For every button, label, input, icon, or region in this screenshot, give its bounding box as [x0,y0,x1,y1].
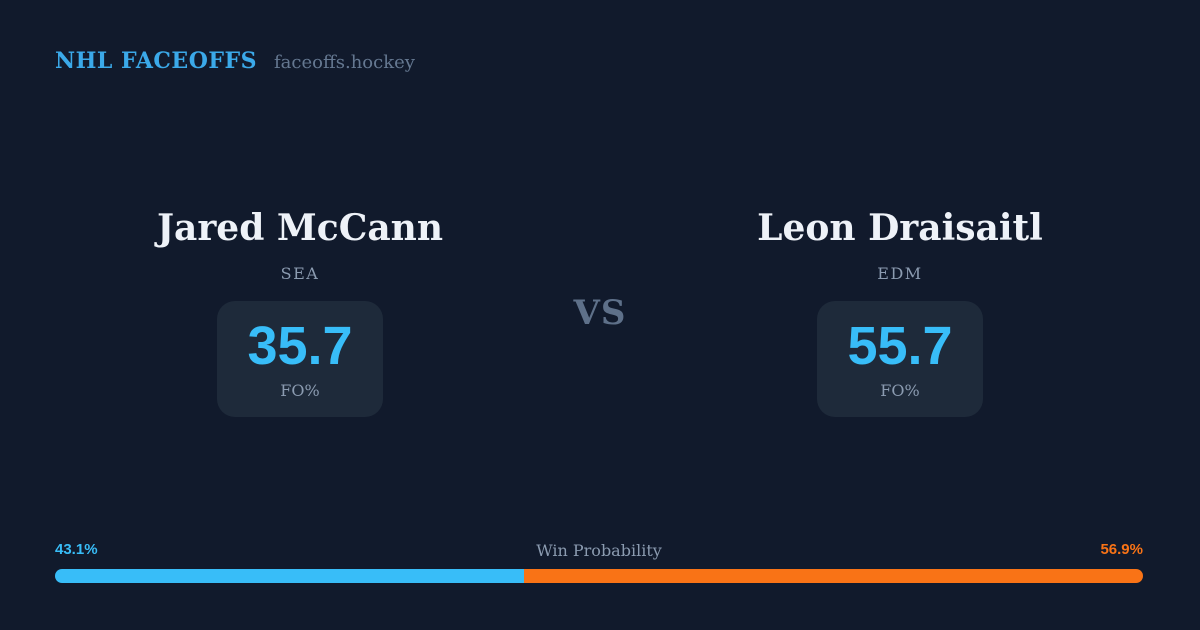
win-pct-right: 56.9% [1100,541,1143,558]
header: NHL FACEOFFS faceoffs.hockey [55,48,415,74]
win-probability-bar [55,569,1143,583]
win-pct-left: 43.1% [55,541,98,558]
win-bar-segment-right [523,569,1143,583]
win-probability-labels: 43.1% Win Probability 56.9% [55,541,1143,561]
stat-card: 55.7 FO% [817,301,983,418]
player-team: SEA [280,264,320,284]
win-bar-segment-left [55,569,524,583]
win-probability-title: Win Probability [536,541,662,560]
stat-value: 55.7 [847,316,953,377]
player-team: EDM [877,264,923,284]
vs-label: VS [573,293,627,333]
player-name: Leon Draisaitl [757,207,1043,249]
stat-label: FO% [280,380,320,400]
player-name: Jared McCann [156,207,444,249]
stat-value: 35.7 [247,316,353,377]
stat-label: FO% [880,380,920,400]
win-probability-section: 43.1% Win Probability 56.9% [55,541,1143,583]
player-card-left: Jared McCann SEA 35.7 FO% [100,207,500,418]
player-card-right: Leon Draisaitl EDM 55.7 FO% [700,207,1100,418]
stat-card: 35.7 FO% [217,301,383,418]
site-url: faceoffs.hockey [274,52,415,73]
brand-title: NHL FACEOFFS [55,48,257,74]
